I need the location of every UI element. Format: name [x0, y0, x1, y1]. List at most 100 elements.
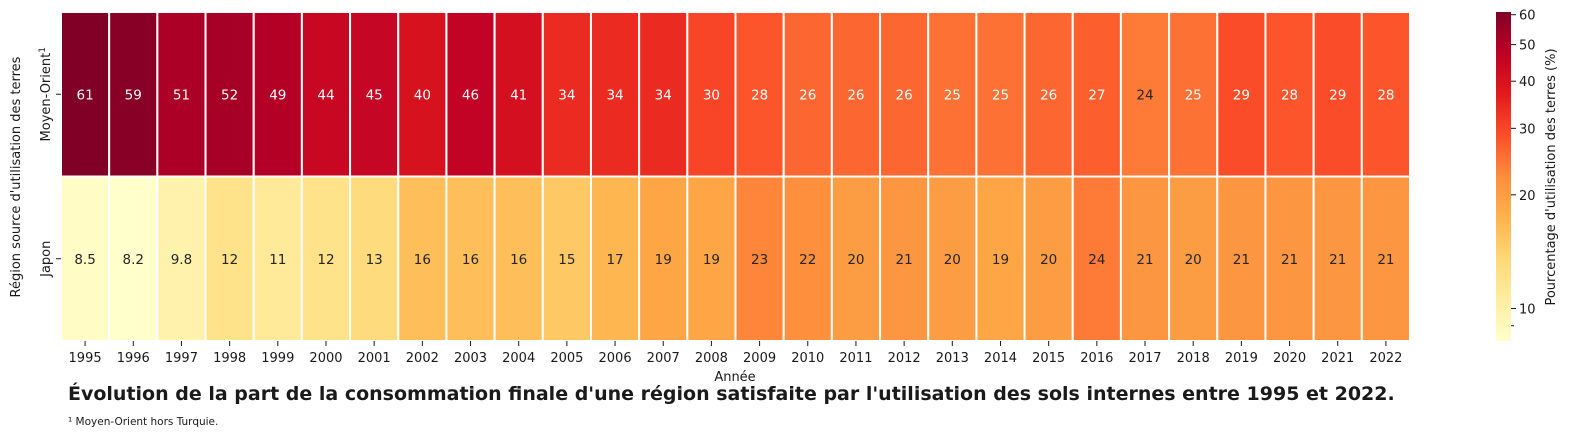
x-tick-label: 2012	[888, 351, 921, 366]
heatmap-cell	[927, 11, 978, 178]
heatmap-cell	[156, 175, 207, 342]
heatmap-cell-label: 28	[1377, 87, 1394, 103]
heatmap-cell-label: 19	[655, 252, 672, 268]
heatmap-cell-label: 21	[1377, 252, 1394, 268]
x-tick-label: 2004	[502, 351, 535, 366]
heatmap-cell-label: 27	[1088, 87, 1105, 103]
heatmap-cell	[397, 11, 448, 178]
heatmap-cell	[1023, 175, 1074, 342]
heatmap-cell	[927, 175, 978, 342]
heatmap-cell	[879, 11, 930, 178]
heatmap-cell-label: 12	[317, 252, 334, 268]
heatmap-cell-label: 20	[944, 252, 961, 268]
colorbar-tick-label: 50	[1519, 39, 1536, 54]
heatmap-cell	[60, 175, 111, 342]
heatmap-cell-label: 28	[1281, 87, 1298, 103]
x-tick-label: 2014	[984, 351, 1017, 366]
x-tick-label: 2018	[1177, 351, 1210, 366]
heatmap-cell-label: 19	[703, 252, 720, 268]
colorbar-tick-label: 60	[1519, 9, 1536, 24]
x-tick-label: 2001	[358, 351, 391, 366]
x-tick-label: 2000	[309, 351, 342, 366]
heatmap-cells	[60, 11, 1411, 342]
x-tick-label: 2008	[695, 351, 728, 366]
y-tick-label: Moyen-Orient1	[38, 47, 54, 141]
heatmap-cell	[686, 11, 737, 178]
heatmap-cell-labels: 61 59 51 52 49 44 45 40 46 41 34 34 34 30 28 26 26 26 25 25…	[74, 87, 1394, 268]
heatmap-cell	[397, 175, 448, 342]
heatmap-cell-label: 34	[558, 87, 575, 103]
heatmap-cell-label: 28	[751, 87, 768, 103]
x-tick-label: 2022	[1369, 351, 1402, 366]
colorbar-tick-label: 10	[1519, 302, 1536, 317]
heatmap-cell	[686, 175, 737, 342]
x-tick-label: 2006	[599, 351, 632, 366]
heatmap-cell-label: 26	[799, 87, 816, 103]
heatmap-cell-label: 21	[1329, 252, 1346, 268]
heatmap-cell	[1119, 175, 1171, 342]
x-tick-label: 1997	[165, 351, 198, 366]
heatmap-cell	[782, 11, 833, 178]
x-tick-label: 1998	[213, 351, 246, 366]
colorbar: 10 20 30 40 50 60	[1496, 9, 1536, 341]
x-tick-label: 2002	[406, 351, 439, 366]
heatmap-cell-label: 22	[799, 252, 816, 268]
colorbar-tick-label: 20	[1519, 189, 1536, 204]
heatmap-cell	[493, 11, 544, 178]
y-axis-ticks: Moyen-Orient1 Japon	[38, 47, 61, 278]
heatmap-cell-label: 41	[510, 87, 527, 103]
x-tick-label: 1995	[69, 351, 102, 366]
heatmap-cell	[1023, 11, 1074, 178]
heatmap-cell	[830, 175, 882, 342]
heatmap-cell	[1360, 175, 1411, 342]
heatmap-cell	[879, 175, 930, 342]
x-tick-label: 1999	[261, 351, 294, 366]
heatmap-cell-label: 19	[992, 252, 1009, 268]
heatmap-cell-label: 21	[896, 252, 913, 268]
heatmap-cell-label: 12	[221, 252, 238, 268]
heatmap-cell	[445, 175, 496, 342]
heatmap-cell-label: 13	[366, 252, 383, 268]
heatmap-cell	[1216, 175, 1267, 342]
heatmap-cell-label: 44	[317, 87, 334, 103]
x-tick-label: 2010	[791, 351, 824, 366]
heatmap-cell-label: 26	[896, 87, 913, 103]
heatmap-cell-label: 61	[76, 87, 93, 103]
heatmap-cell-label: 59	[125, 87, 142, 103]
heatmap-cell-label: 25	[944, 87, 961, 103]
x-tick-label: 2007	[647, 351, 680, 366]
heatmap-cell-label: 29	[1233, 87, 1250, 103]
heatmap-cell-label: 49	[269, 87, 286, 103]
heatmap-cell	[1071, 11, 1122, 178]
heatmap-cell-label: 29	[1329, 87, 1346, 103]
heatmap-cell-label: 9.8	[171, 252, 192, 268]
heatmap-cell	[1119, 11, 1171, 178]
heatmap-cell-label: 8.5	[74, 252, 95, 268]
heatmap-cell-label: 34	[606, 87, 623, 103]
x-tick-label: 2017	[1128, 351, 1161, 366]
heatmap-cell-label: 52	[221, 87, 238, 103]
x-tick-label: 1996	[117, 351, 150, 366]
heatmap-cell-label: 20	[1040, 252, 1057, 268]
colorbar-tick-label: 40	[1519, 75, 1536, 90]
colorbar-gradient	[1496, 12, 1511, 341]
heatmap-cell-label: 25	[1185, 87, 1202, 103]
heatmap-cell-label: 16	[462, 252, 479, 268]
x-tick-label: 2020	[1273, 351, 1306, 366]
heatmap-cell	[1312, 11, 1363, 178]
heatmap-cell	[1360, 11, 1411, 178]
heatmap-cell-label: 23	[751, 252, 768, 268]
heatmap-cell-label: 21	[1281, 252, 1298, 268]
heatmap-cell	[975, 175, 1026, 342]
x-tick-label: 2003	[454, 351, 487, 366]
x-tick-label: 2015	[1032, 351, 1065, 366]
heatmap-cell	[1264, 175, 1315, 342]
x-tick-label: 2011	[839, 351, 872, 366]
x-tick-label: 2019	[1225, 351, 1258, 366]
chart-title: Évolution de la part de la consommation …	[68, 383, 1395, 405]
heatmap-cell	[830, 11, 882, 178]
footnote: ¹ Moyen-Orient hors Turquie.	[68, 416, 219, 428]
heatmap-cell-label: 26	[847, 87, 864, 103]
heatmap-cell-label: 45	[366, 87, 383, 103]
